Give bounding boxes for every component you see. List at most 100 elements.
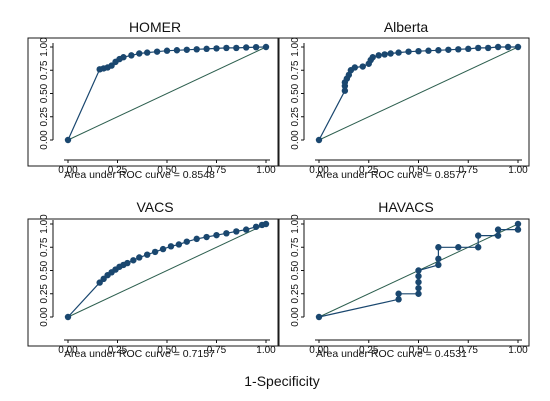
- roc-point: [415, 290, 422, 297]
- roc-point: [233, 228, 240, 235]
- y-tick-label: 0.00: [290, 130, 301, 150]
- roc-point: [435, 261, 442, 269]
- x-tick-label: 0.75: [207, 165, 227, 176]
- roc-point: [159, 245, 167, 253]
- reference-line: [318, 46, 519, 141]
- roc-point: [124, 259, 131, 267]
- x-axis-label: 1-Specificity: [244, 373, 319, 389]
- roc-point: [144, 49, 151, 56]
- roc-point: [359, 63, 366, 70]
- roc-point: [381, 51, 388, 58]
- roc-point: [494, 232, 502, 239]
- roc-point: [415, 278, 422, 286]
- auc-annotation: Area under ROC curve = 0.8577: [316, 169, 467, 181]
- roc-point: [415, 284, 422, 292]
- roc-point: [173, 47, 181, 54]
- roc-point: [494, 226, 502, 233]
- x-tick-label: 0.00: [309, 165, 329, 176]
- roc-point: [223, 44, 230, 52]
- roc-point: [351, 64, 359, 71]
- x-tick-label: 1.00: [508, 165, 528, 176]
- x-tick-label: 1.00: [508, 345, 528, 356]
- roc-point: [252, 43, 260, 51]
- plot-frame: [27, 37, 279, 167]
- roc-point: [435, 47, 442, 54]
- plot-frame: [278, 37, 530, 167]
- x-tick-label: 0.75: [207, 345, 227, 356]
- roc-point: [484, 44, 492, 52]
- x-tick-label: 0.25: [108, 165, 128, 176]
- roc-point: [375, 52, 382, 59]
- roc-point: [144, 251, 151, 258]
- y-tick-label: 0.25: [39, 107, 50, 127]
- y-tick-label: 0.25: [39, 284, 50, 304]
- roc-point: [213, 45, 220, 52]
- roc-point: [213, 231, 220, 239]
- roc-point: [64, 136, 72, 144]
- roc-point: [415, 47, 422, 55]
- roc-point: [128, 52, 135, 59]
- chart-title: VACS: [136, 199, 173, 215]
- roc-point: [425, 47, 432, 54]
- roc-point: [415, 267, 422, 274]
- y-tick-label: 0.00: [290, 307, 301, 327]
- x-tick-label: 0.50: [157, 165, 177, 176]
- roc-point: [475, 244, 482, 251]
- roc-point: [183, 238, 190, 245]
- chart-title: HAVACS: [378, 199, 434, 215]
- roc-point: [136, 50, 143, 57]
- roc-point: [167, 243, 175, 250]
- roc-point: [153, 48, 161, 55]
- roc-point: [315, 313, 323, 321]
- x-tick-label: 0.25: [359, 165, 379, 176]
- x-tick-label: 0.25: [359, 345, 379, 356]
- y-tick-label: 0.75: [39, 237, 50, 257]
- chart-panel-vacs: VACS 0.00 0.25 0.50 0.75 1.00 0.00 0.25 0.50 0.75…: [27, 199, 279, 360]
- roc-point: [445, 46, 452, 53]
- roc-point: [341, 87, 349, 94]
- roc-point: [475, 44, 482, 52]
- chart-title: HOMER: [129, 19, 181, 35]
- roc-point: [465, 45, 472, 53]
- y-tick-label: 0.00: [39, 130, 50, 150]
- x-tick-label: 0.00: [58, 165, 78, 176]
- x-tick-label: 0.75: [459, 345, 479, 356]
- roc-point: [504, 43, 512, 51]
- roc-point: [163, 47, 171, 54]
- roc-point: [435, 244, 442, 251]
- roc-point: [435, 255, 442, 263]
- reference-line: [67, 46, 267, 141]
- roc-point: [455, 46, 462, 53]
- x-tick-label: 0.00: [58, 345, 78, 356]
- x-tick-label: 1.00: [256, 165, 276, 176]
- roc-point: [64, 313, 72, 321]
- auc-annotation: Area under ROC curve = 0.4531: [316, 348, 467, 360]
- roc-point: [514, 226, 522, 233]
- roc-point: [514, 220, 522, 228]
- roc-point: [387, 50, 394, 57]
- roc-point: [203, 233, 210, 241]
- reference-line: [67, 223, 267, 318]
- roc-point: [395, 296, 402, 303]
- y-tick-label: 0.25: [290, 107, 301, 127]
- roc-point: [203, 45, 210, 53]
- y-tick-label: 0.00: [39, 307, 50, 327]
- roc-point: [475, 232, 482, 239]
- x-tick-label: 0.50: [409, 345, 429, 356]
- x-tick-label: 1.00: [256, 345, 276, 356]
- y-tick-label: 0.50: [290, 83, 301, 103]
- x-tick-label: 0.50: [157, 345, 177, 356]
- roc-point: [494, 43, 502, 51]
- roc-point: [395, 290, 402, 297]
- x-tick-label: 0.75: [459, 165, 479, 176]
- x-tick-label: 0.00: [309, 345, 329, 356]
- roc-point: [252, 223, 260, 230]
- roc-point: [395, 49, 402, 56]
- y-tick-label: 0.75: [290, 237, 301, 257]
- roc-point: [243, 226, 250, 233]
- roc-point: [223, 230, 230, 237]
- roc-point: [175, 241, 183, 248]
- roc-point: [120, 54, 127, 61]
- roc-point: [369, 54, 376, 61]
